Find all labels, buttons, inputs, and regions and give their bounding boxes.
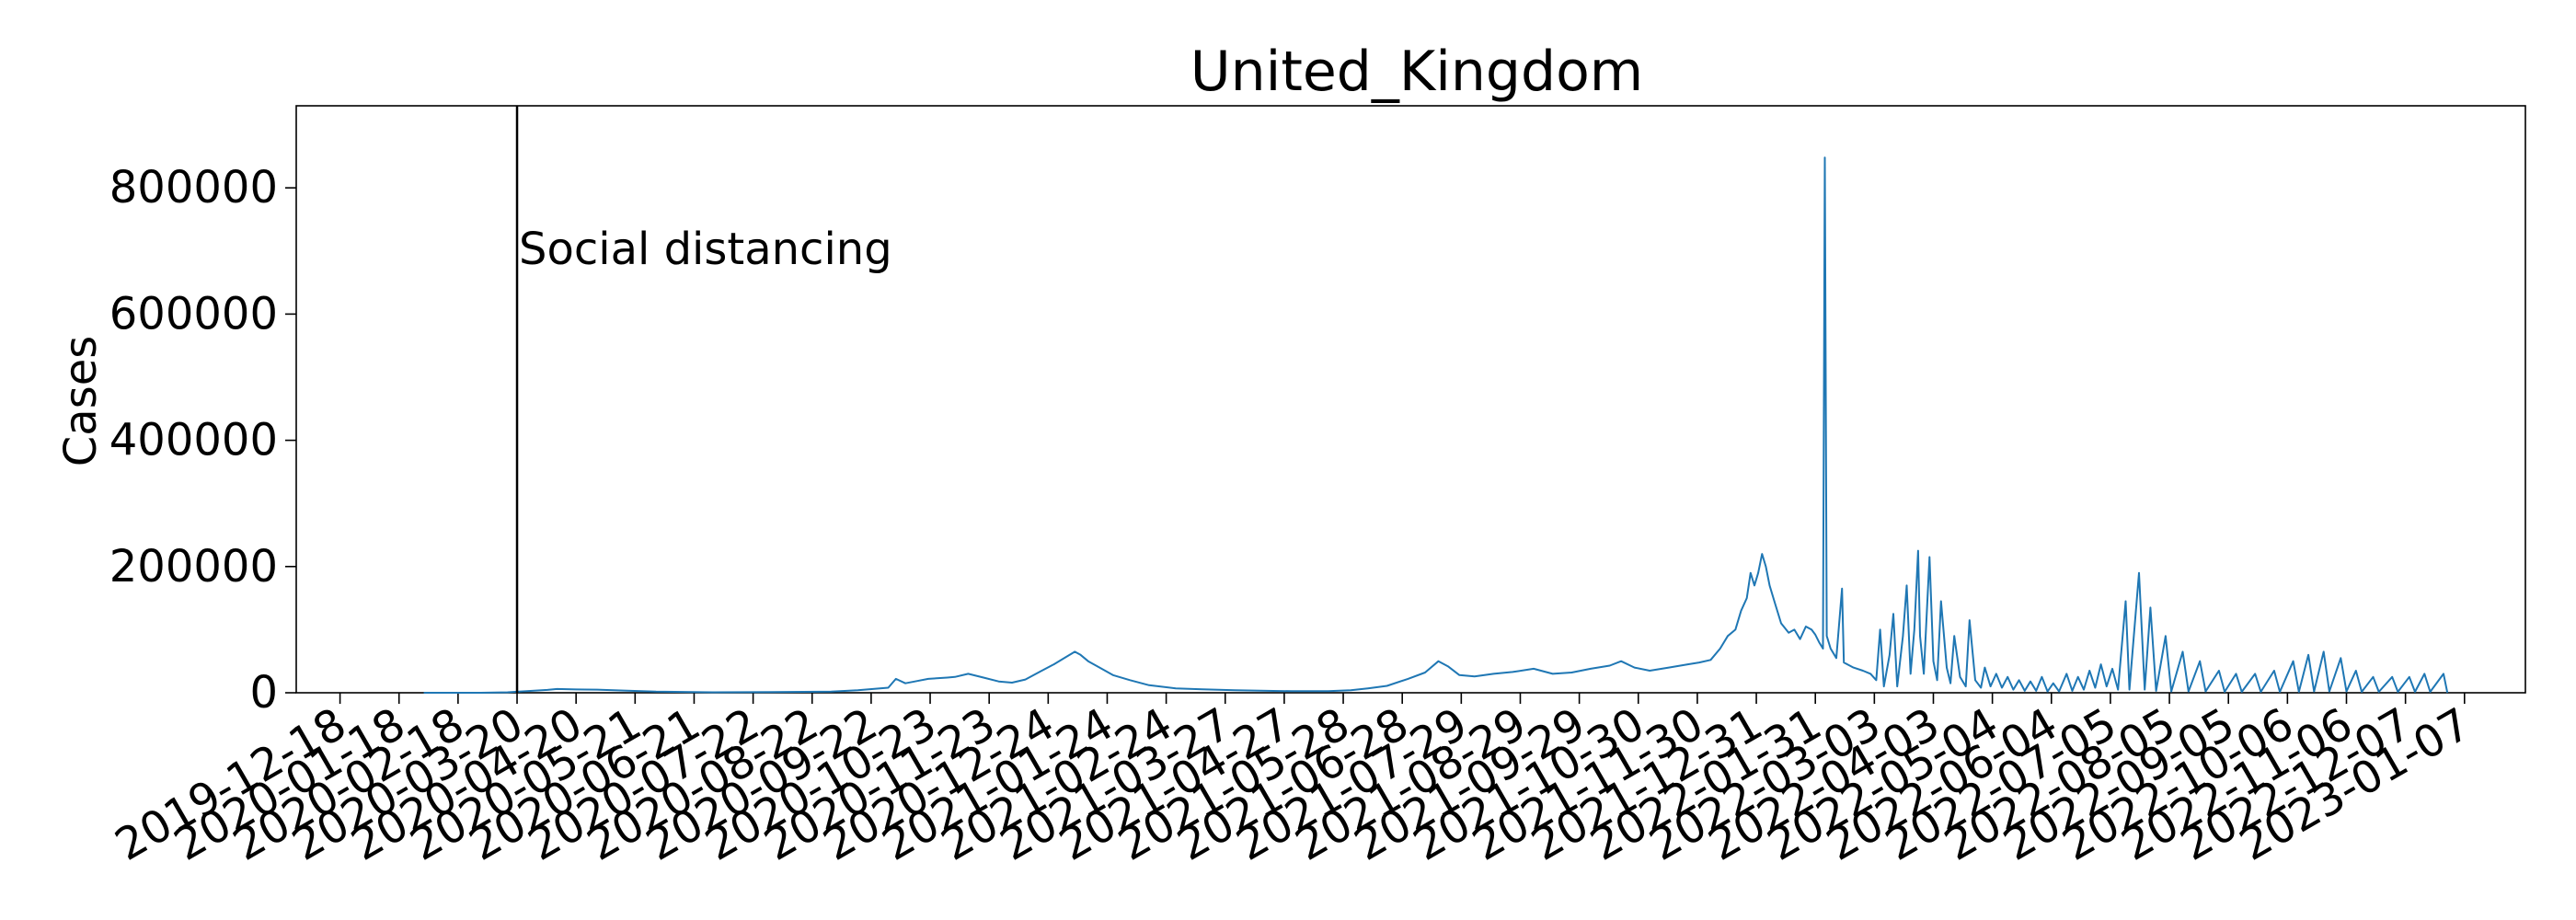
x-axis: 2019-12-182020-01-182020-02-182020-03-20… [107,693,2479,871]
y-tick-label: 0 [249,667,278,719]
annotation-label: Social distancing [519,224,892,275]
plot-frame [295,105,2526,694]
series-group [423,156,2449,694]
y-tick-label: 800000 [109,162,278,213]
chart-title: United_Kingdom [1190,40,1644,104]
y-axis-label: Cases [55,336,107,466]
series-line [423,156,2449,694]
y-axis: 0 200000 400000 600000 800000 [109,162,296,719]
annotation-group: Social distancing [515,106,892,693]
y-tick-label: 400000 [109,415,278,466]
y-tick-label: 600000 [109,288,278,339]
y-tick-label: 200000 [109,541,278,592]
